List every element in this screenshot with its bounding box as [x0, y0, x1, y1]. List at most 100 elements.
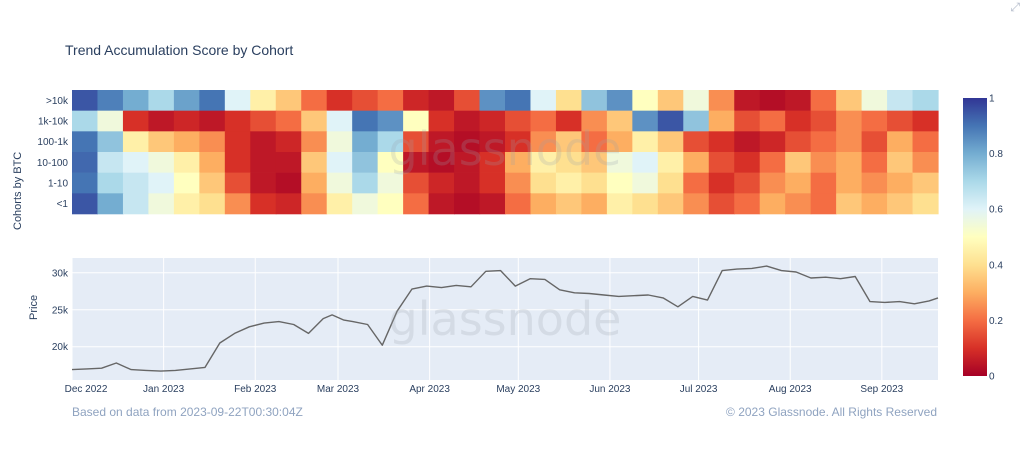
heatmap-cell [250, 152, 277, 173]
heatmap-cell [912, 131, 939, 153]
heatmap-cell [785, 172, 812, 194]
heatmap-cell [148, 90, 175, 111]
watermark-text: glassnode [389, 292, 622, 346]
heatmap-cell [250, 110, 277, 132]
heatmap-cell [148, 152, 175, 173]
heatmap-cell [377, 131, 404, 153]
x-tick-label: Sep 2023 [860, 384, 903, 395]
watermark: glassnode glassnode [389, 122, 622, 346]
heatmap-cell [785, 131, 812, 153]
x-tick-label: Jan 2023 [143, 384, 185, 395]
colorbar-tick-label: 0.4 [989, 260, 1003, 271]
heatmap-cell [555, 193, 583, 215]
heatmap-cell [97, 152, 124, 173]
heatmap-cell [428, 90, 455, 111]
heatmap-plot [72, 90, 939, 215]
heatmap-cell [810, 193, 837, 215]
heatmap-cell [861, 152, 888, 173]
heatmap-cell [97, 172, 124, 194]
heatmap-cell [72, 90, 99, 111]
heatmap-cell [887, 172, 914, 194]
heatmap-cell [683, 152, 710, 173]
heatmap-cell [683, 172, 710, 194]
heatmap-cell [250, 131, 277, 153]
colorbar-tick-label: 1 [989, 94, 995, 105]
heatmap-cell [301, 152, 328, 173]
heatmap-cell [530, 193, 557, 215]
heatmap-cell [861, 193, 888, 215]
heatmap-cell [810, 110, 837, 132]
colorbar: 0 0.2 0.4 0.6 0.8 1 [963, 94, 1003, 383]
heatmap-cell [555, 131, 583, 153]
heatmap-cell [148, 193, 175, 215]
heatmap-cell [250, 193, 277, 215]
heatmap-cell [657, 131, 684, 153]
heatmap-cell [275, 110, 302, 132]
heatmap-cell [199, 152, 226, 173]
heatmap-cell [606, 90, 633, 111]
heatmap-cell [326, 152, 353, 173]
heatmap-cell [326, 110, 353, 132]
heatmap-cell [606, 193, 633, 215]
heatmap-cell [275, 90, 302, 111]
heatmap-cell [683, 110, 710, 132]
x-tick-label: Jun 2023 [589, 384, 631, 395]
heatmap-cell [683, 90, 710, 111]
heatmap-cell [479, 131, 506, 153]
heatmap-cell [810, 152, 837, 173]
heatmap-cell [97, 110, 124, 132]
chart-title: Trend Accumulation Score by Cohort [65, 42, 294, 58]
heatmap-cell [250, 172, 277, 194]
heatmap-cell [352, 152, 379, 173]
heatmap-row-label: >10k [46, 96, 69, 107]
expand-icon[interactable]: ⤢ [1010, 0, 1020, 14]
x-tick-label: Aug 2023 [769, 384, 812, 395]
heatmap-cell [530, 152, 557, 173]
heatmap-cell [683, 131, 710, 153]
heatmap-cell [377, 172, 404, 194]
colorbar-tick-label: 0 [989, 372, 995, 383]
heatmap-cell [479, 152, 506, 173]
heatmap-cell [632, 152, 659, 173]
heatmap-cell [734, 172, 761, 194]
heatmap-cell [275, 152, 302, 173]
price-y-tick-label: 30k [52, 268, 69, 279]
heatmap-cell [199, 131, 226, 153]
heatmap-cell [72, 193, 99, 215]
heatmap-cell [301, 131, 328, 153]
source-note: Based on data from 2023-09-22T00:30:04Z [72, 405, 303, 419]
heatmap-cell [836, 90, 863, 111]
heatmap-cell [887, 90, 914, 111]
heatmap-cell [785, 90, 812, 111]
heatmap-cell [403, 131, 430, 153]
heatmap-cell [734, 90, 761, 111]
heatmap-cell [912, 152, 939, 173]
heatmap-cell [581, 193, 608, 215]
heatmap-cell [301, 193, 328, 215]
heatmap-cell [632, 131, 659, 153]
heatmap-cell [759, 90, 786, 111]
colorbar-tick-label: 0.2 [989, 316, 1003, 327]
heatmap-cell [224, 193, 251, 215]
heatmap-row-label: 1-10 [48, 179, 68, 190]
heatmap-cell [505, 110, 532, 132]
copyright-text: © 2023 Glassnode. All Rights Reserved [726, 405, 937, 419]
price-plot-area [71, 258, 938, 380]
heatmap-cell [632, 90, 659, 111]
heatmap-cell [759, 152, 786, 173]
heatmap-cell [836, 193, 863, 215]
heatmap-cell [861, 172, 888, 194]
colorbar-gradient [963, 98, 987, 376]
heatmap-cell [454, 131, 481, 153]
heatmap-cell [759, 131, 786, 153]
heatmap-cell [555, 172, 583, 194]
heatmap-cell [97, 90, 124, 111]
heatmap-cell [708, 110, 735, 132]
heatmap-cell [479, 172, 506, 194]
heatmap-cell [836, 152, 863, 173]
heatmap-cell [887, 193, 914, 215]
heatmap-cell [326, 172, 353, 194]
heatmap-cell [403, 193, 430, 215]
heatmap-cell [759, 172, 786, 194]
heatmap-cell [505, 90, 532, 111]
